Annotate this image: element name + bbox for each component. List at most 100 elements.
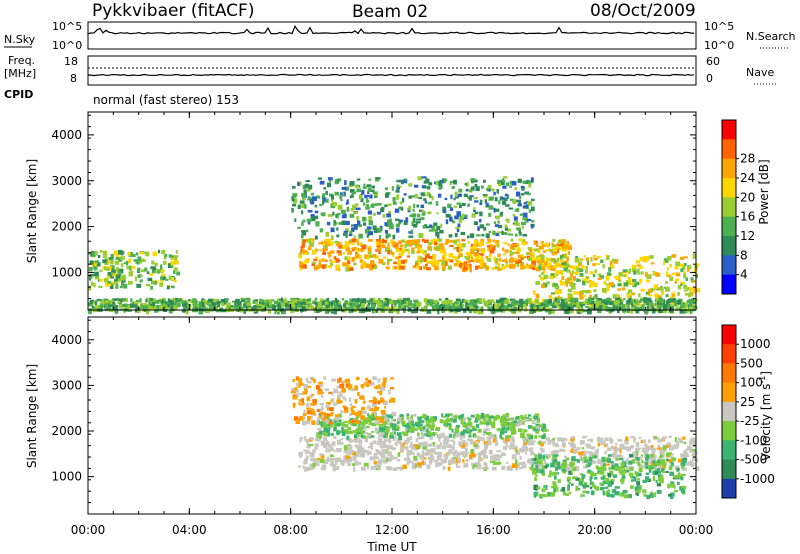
echo-cell xyxy=(397,452,401,457)
echo-cell xyxy=(114,260,120,265)
echo-cell xyxy=(319,384,324,387)
echo-cell xyxy=(392,241,397,246)
echo-cell xyxy=(443,300,449,305)
echo-cell xyxy=(611,452,616,458)
echo-cell xyxy=(280,297,284,303)
echo-cell xyxy=(298,254,303,259)
echo-cell xyxy=(494,266,500,270)
echo-cell xyxy=(167,263,173,268)
echo-cell xyxy=(426,423,429,426)
echo-cell xyxy=(130,298,133,303)
colorbar-tick-label: 16 xyxy=(740,210,755,224)
echo-cell xyxy=(648,306,652,310)
echo-cell xyxy=(366,304,370,308)
echo-cell xyxy=(497,262,500,268)
echo-cell xyxy=(575,466,579,469)
echo-cell xyxy=(645,472,650,475)
echo-cell xyxy=(154,262,158,267)
echo-cell xyxy=(380,409,386,415)
echo-cell xyxy=(194,301,198,306)
echo-cell xyxy=(310,457,314,462)
echo-cell xyxy=(646,445,651,450)
echo-cell xyxy=(670,306,675,310)
echo-cell xyxy=(128,252,133,257)
echo-cell xyxy=(316,195,321,199)
echo-cell xyxy=(321,420,326,424)
echo-cell xyxy=(433,238,439,242)
echo-cell xyxy=(151,260,155,265)
echo-cell xyxy=(663,471,669,473)
nsearch-tick-high: 10^5 xyxy=(704,20,734,33)
echo-cell xyxy=(568,309,574,314)
echo-cell xyxy=(128,271,133,277)
echo-cell xyxy=(528,458,533,464)
echo-cell xyxy=(298,465,301,468)
echo-cell xyxy=(319,228,324,233)
echo-cell xyxy=(276,298,280,302)
echo-cell xyxy=(589,486,593,490)
echo-cell xyxy=(374,203,379,206)
echo-cell xyxy=(480,450,485,456)
echo-cell xyxy=(482,194,488,197)
echo-cell xyxy=(388,258,393,262)
echo-cell xyxy=(519,462,524,466)
echo-cell xyxy=(602,264,605,269)
echo-cell xyxy=(689,309,693,314)
echo-cell xyxy=(365,417,370,423)
echo-cell xyxy=(395,248,399,252)
echo-cell xyxy=(466,422,471,426)
echo-cell xyxy=(695,274,698,279)
colorbar-tick-label: 4 xyxy=(740,268,748,282)
echo-cell xyxy=(571,444,574,450)
echo-cell xyxy=(347,250,352,255)
echo-cell xyxy=(201,302,205,307)
echo-cell xyxy=(363,382,367,386)
echo-cell xyxy=(298,298,303,302)
echo-cell xyxy=(659,449,664,453)
echo-cell xyxy=(97,254,101,259)
echo-cell xyxy=(408,429,412,432)
echo-cell xyxy=(412,265,416,269)
echo-cell xyxy=(391,447,396,451)
echo-cell xyxy=(371,304,376,308)
echo-cell xyxy=(552,248,558,252)
echo-cell xyxy=(392,197,396,202)
echo-cell xyxy=(505,417,511,421)
echo-cell xyxy=(646,301,650,306)
echo-cell xyxy=(461,298,465,302)
echo-cell xyxy=(485,223,490,226)
echo-cell xyxy=(112,298,117,301)
echo-cell xyxy=(396,438,401,443)
echo-cell xyxy=(313,460,318,464)
echo-cell xyxy=(600,437,604,442)
echo-cell xyxy=(427,302,431,305)
echo-cell xyxy=(413,456,417,460)
echo-cell xyxy=(358,233,363,239)
echo-cell xyxy=(636,260,641,264)
echo-cell xyxy=(532,252,535,256)
echo-cell xyxy=(625,440,629,445)
echo-cell xyxy=(361,189,365,195)
echo-cell xyxy=(304,388,308,392)
echo-cell xyxy=(353,191,357,195)
echo-cell xyxy=(535,423,540,426)
echo-cell xyxy=(575,459,580,462)
echo-cell xyxy=(509,198,514,201)
echo-cell xyxy=(505,412,509,417)
echo-cell xyxy=(568,481,571,485)
echo-cell xyxy=(651,467,656,470)
echo-cell xyxy=(475,186,480,192)
echo-cell xyxy=(522,444,527,449)
echo-cell xyxy=(400,180,404,185)
echo-cell xyxy=(329,179,332,182)
echo-cell xyxy=(432,423,435,428)
echo-cell xyxy=(297,226,301,229)
echo-cell xyxy=(620,465,626,470)
echo-cell xyxy=(537,441,542,445)
echo-cell xyxy=(318,433,323,439)
echo-cell xyxy=(558,295,561,301)
echo-cell xyxy=(300,301,306,305)
echo-cell xyxy=(691,298,696,301)
echo-cell xyxy=(333,449,336,453)
